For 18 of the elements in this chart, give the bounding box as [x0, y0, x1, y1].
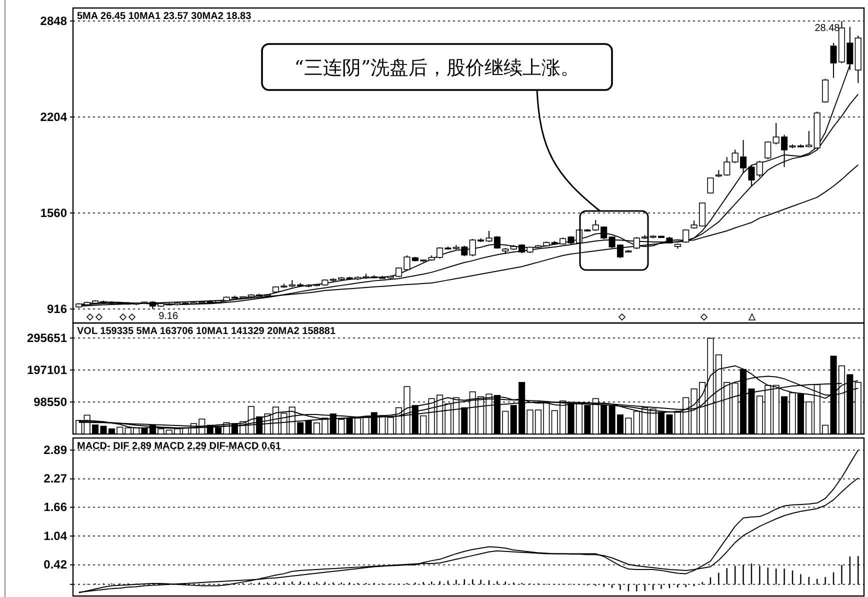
- annotation: 9.16: [158, 310, 178, 322]
- y-tick-label: 98550: [34, 394, 68, 409]
- y-tick-label: 2.89: [44, 442, 68, 457]
- y-tick-label: 1560: [40, 206, 68, 220]
- chart-title: MACD- DIF 2.89 MACD 2.29 DIF-MACD 0.61: [77, 441, 282, 452]
- y-tick-label: 2204: [40, 110, 68, 124]
- annotation: “三连阴”洗盘后，股价继续上涨。: [294, 57, 580, 79]
- y-tick-label: 916: [46, 302, 68, 316]
- y-tick-label: 0.42: [44, 558, 68, 572]
- y-tick-label: 1.04: [44, 528, 68, 543]
- y-tick-label: 295651: [26, 330, 68, 345]
- y-tick-label: 197101: [26, 362, 68, 377]
- y-tick-label: 2848: [40, 14, 68, 28]
- y-tick-label: 2.27: [44, 472, 68, 486]
- y-tick-label: 1.66: [44, 500, 68, 514]
- chart-title: 5MA 26.45 10MA1 23.57 30MA2 18.83: [77, 11, 252, 22]
- annotation: 28.48: [814, 22, 840, 34]
- chart-title: VOL 159335 5MA 163706 10MA1 141329 20MA2 158881: [77, 326, 336, 337]
